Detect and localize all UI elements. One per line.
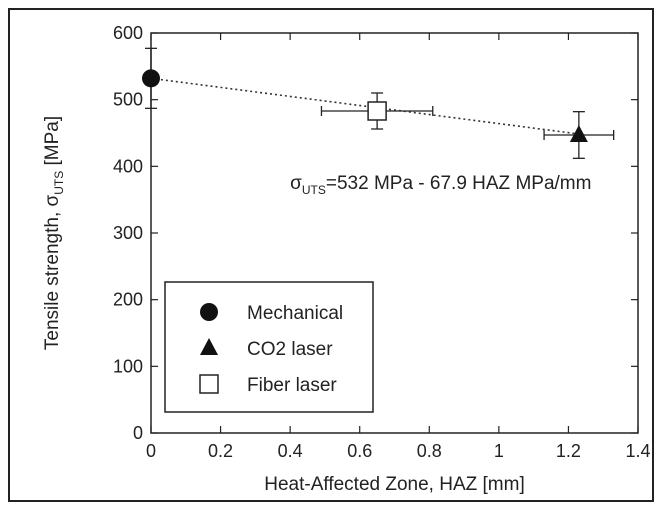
filled-triangle-marker [569,125,588,142]
legend-filled-circle-icon [200,303,218,321]
x-tick-label: 1 [494,441,504,461]
y-tick-label: 300 [113,223,143,243]
y-tick-label: 200 [113,290,143,310]
axis-ticks: 0 0.2 0.4 0.6 0.8 1 1.2 1.4 0 100 200 300 400 500 600 [113,23,651,461]
x-tick-label: 1.2 [556,441,581,461]
data-point-filled-circle [142,47,160,109]
x-axis-title: Heat-Affected Zone, HAZ [mm] [264,474,524,495]
annotation-equation: =532 MPa - 67.9 HAZ MPa/mm [326,173,592,194]
fit-equation-annotation: σUTS=532 MPa - 67.9 HAZ MPa/mm [290,173,591,197]
fit-line [150,77,579,135]
legend-item: Fiber laser [199,374,337,396]
chart-frame: 0 0.2 0.4 0.6 0.8 1 1.2 1.4 0 100 200 300 400 500 600 … [8,8,654,502]
legend: Mechanical CO2 laser Fiber laser [164,281,374,413]
legend-item: Mechanical [200,303,343,324]
annotation-subscript: UTS [302,183,326,197]
y-axis-title: Tensile strength, σUTS [MPa] [42,116,66,350]
x-tick-label: 0.6 [347,441,372,461]
legend-filled-triangle-icon [200,338,218,355]
x-tick-label: 0 [146,441,156,461]
x-tick-label: 1.4 [625,441,650,461]
x-tick-label: 0.8 [417,441,442,461]
y-tick-label: 400 [113,156,143,176]
y-tick-label: 0 [133,423,143,443]
legend-open-square-icon [199,374,219,394]
data-point-filled-triangle [543,111,615,159]
filled-circle-marker [142,69,160,88]
annotation-sigma: σ [290,173,302,194]
legend-label: CO2 laser [247,339,333,360]
legend-label: Fiber laser [247,375,337,396]
open-square-marker [367,101,387,121]
y-axis-title-subscript: UTS [52,171,66,195]
data-points [142,47,615,159]
data-point-open-square [320,92,434,130]
y-axis-title-main: Tensile strength, σ [42,195,63,351]
x-tick-label: 0.2 [208,441,233,461]
legend-item: CO2 laser [200,338,333,360]
legend-label: Mechanical [247,303,343,324]
fit-line-group [150,77,579,135]
chart-svg: 0 0.2 0.4 0.6 0.8 1 1.2 1.40100200300400500600 … [42,23,651,495]
y-tick-label: 500 [113,90,143,110]
legend-items: Mechanical CO2 laser Fiber laser [199,303,343,396]
y-tick-label: 100 [113,356,143,376]
y-tick-label: 600 [113,23,143,43]
y-axis-title-unit: [MPa] [42,116,63,171]
x-tick-label: 0.4 [278,441,303,461]
